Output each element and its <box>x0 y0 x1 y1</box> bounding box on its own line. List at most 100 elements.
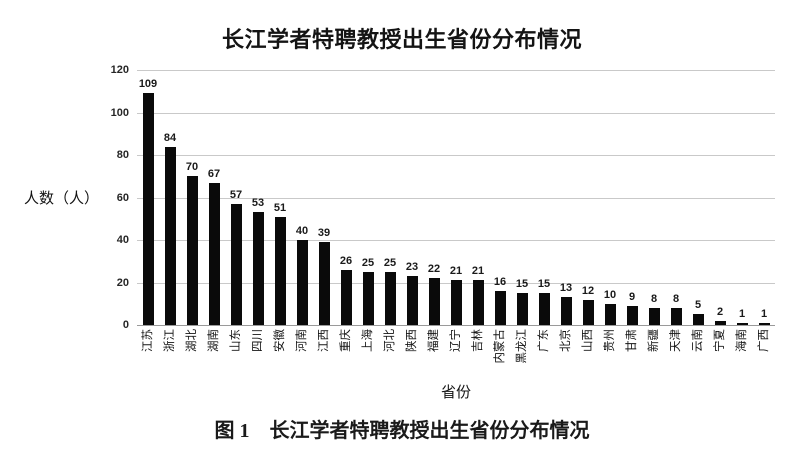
gridline <box>137 155 775 156</box>
bar <box>736 322 748 325</box>
x-tick-label: 云南 <box>691 329 704 352</box>
x-tick-label: 上海 <box>361 329 374 352</box>
bar-value-label: 5 <box>694 299 702 312</box>
bar-value-label: 1 <box>760 307 768 320</box>
gridline <box>137 70 775 71</box>
bar <box>252 212 264 325</box>
bar <box>428 278 440 325</box>
x-tick-label: 四川 <box>251 329 264 352</box>
bar-value-label: 15 <box>515 278 529 291</box>
bar <box>186 176 198 325</box>
bar <box>230 203 242 325</box>
x-tick-label: 河南 <box>295 329 308 352</box>
bar-value-label: 57 <box>229 188 243 201</box>
chart-title: 长江学者特聘教授出生省份分布情况 <box>221 27 582 52</box>
x-tick-label: 天津 <box>669 329 682 352</box>
bar-value-label: 109 <box>138 78 158 91</box>
bar-value-label: 70 <box>185 161 199 174</box>
bar-value-label: 15 <box>537 278 551 291</box>
bar-value-label: 2 <box>716 305 724 318</box>
bar-value-label: 53 <box>251 197 265 210</box>
y-tick-label: 60 <box>116 191 129 204</box>
bar <box>318 242 330 325</box>
bar-value-label: 84 <box>163 131 177 144</box>
bar <box>472 280 484 325</box>
bar <box>626 305 638 325</box>
figure-caption: 图 1 长江学者特聘教授出生省份分布情况 <box>214 420 590 442</box>
x-tick-label: 北京 <box>559 329 572 352</box>
bar-value-label: 12 <box>581 284 595 297</box>
x-tick-label: 内蒙古 <box>493 329 506 364</box>
bar-value-label: 9 <box>628 290 636 303</box>
x-tick-label: 甘肃 <box>625 329 638 352</box>
bar-value-label: 22 <box>427 263 441 276</box>
x-tick-label: 辽宁 <box>449 329 462 352</box>
x-tick-label: 江西 <box>317 329 330 352</box>
x-tick-label: 广西 <box>757 329 770 352</box>
bar-value-label: 8 <box>650 293 658 305</box>
x-tick-label: 山东 <box>229 329 242 352</box>
bar-value-label: 26 <box>339 254 353 267</box>
x-tick-label: 湖北 <box>185 329 198 352</box>
bar-value-label: 51 <box>273 201 287 214</box>
bar-value-label: 13 <box>559 282 573 295</box>
bar-value-label: 23 <box>405 261 419 274</box>
y-axis-title: 人数（人） <box>24 191 100 207</box>
x-tick-label: 浙江 <box>163 329 176 352</box>
x-tick-label: 河北 <box>383 329 396 352</box>
x-tick-label: 新疆 <box>647 329 660 352</box>
x-tick-label: 福建 <box>427 329 440 352</box>
x-tick-label: 海南 <box>735 329 748 352</box>
bar <box>758 322 770 325</box>
y-tick-label: 120 <box>110 64 129 76</box>
bar <box>406 276 418 325</box>
bar <box>648 308 660 325</box>
bar <box>538 293 550 325</box>
x-tick-label: 江苏 <box>141 329 154 352</box>
x-tick-label: 吉林 <box>471 329 484 352</box>
x-tick-label: 安徽 <box>273 329 286 352</box>
bar <box>296 240 308 325</box>
y-tick-label: 100 <box>110 106 129 119</box>
bar <box>362 271 374 325</box>
bar <box>450 280 462 325</box>
x-tick-label: 湖南 <box>207 329 220 352</box>
bar <box>274 216 286 325</box>
bar-value-label: 25 <box>361 256 375 269</box>
x-tick-label: 重庆 <box>339 329 352 352</box>
x-tick-label: 广东 <box>537 329 550 352</box>
bar-value-label: 10 <box>603 288 617 301</box>
bar-value-label: 16 <box>493 276 507 288</box>
bar <box>516 293 528 325</box>
bar-value-label: 21 <box>449 265 463 278</box>
y-tick-label: 80 <box>116 149 129 161</box>
bar <box>340 269 352 325</box>
bar-value-label: 1 <box>738 307 746 320</box>
bar <box>714 320 726 325</box>
bar <box>142 93 154 325</box>
gridline <box>137 197 775 199</box>
bar <box>208 182 220 325</box>
bar <box>560 297 572 325</box>
gridline <box>137 240 775 241</box>
y-tick-label: 20 <box>116 276 129 289</box>
bar-value-label: 40 <box>295 225 309 237</box>
bar <box>604 303 616 325</box>
y-tick-label: 40 <box>116 234 129 246</box>
bar <box>164 146 176 325</box>
bar-value-label: 67 <box>207 167 221 180</box>
bar <box>494 291 506 325</box>
x-tick-label: 陕西 <box>405 329 418 352</box>
x-tick-label: 山西 <box>581 329 594 352</box>
bar-value-label: 39 <box>317 227 331 240</box>
bar <box>670 308 682 325</box>
x-tick-label: 黑龙江 <box>515 329 528 364</box>
x-tick-label: 贵州 <box>603 329 616 352</box>
bar-value-label: 25 <box>383 256 397 269</box>
gridline <box>137 112 775 114</box>
bar <box>692 314 704 325</box>
y-tick-label: 0 <box>122 319 129 331</box>
bar <box>582 299 594 325</box>
bar-value-label: 8 <box>672 293 680 305</box>
